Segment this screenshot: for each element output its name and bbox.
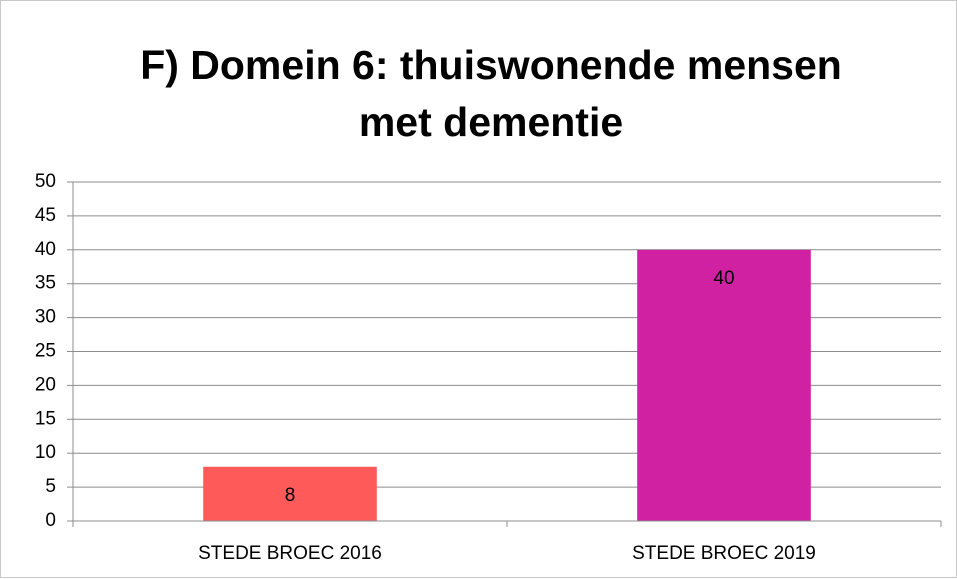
y-tick-label: 40 <box>35 239 56 260</box>
bar <box>637 249 811 522</box>
y-tick-label: 0 <box>45 510 56 531</box>
y-tick-label: 35 <box>35 273 56 294</box>
y-tick-label: 50 <box>35 171 56 192</box>
y-tick-label: 15 <box>35 408 56 429</box>
x-tick-label: STEDE BROEC 2016 <box>198 543 382 564</box>
data-label: 8 <box>285 485 296 506</box>
y-tick-label: 45 <box>35 205 56 226</box>
y-tick-label: 30 <box>35 307 56 328</box>
y-tick-label: 5 <box>45 476 56 497</box>
data-label: 40 <box>713 268 734 289</box>
x-tick-label: STEDE BROEC 2019 <box>632 543 816 564</box>
y-tick-label: 25 <box>35 341 56 362</box>
y-tick-label: 20 <box>35 374 56 395</box>
y-tick-label: 10 <box>35 442 56 463</box>
bar <box>203 466 377 521</box>
chart-title: F) Domein 6: thuiswonende mensen met dem… <box>140 42 842 145</box>
